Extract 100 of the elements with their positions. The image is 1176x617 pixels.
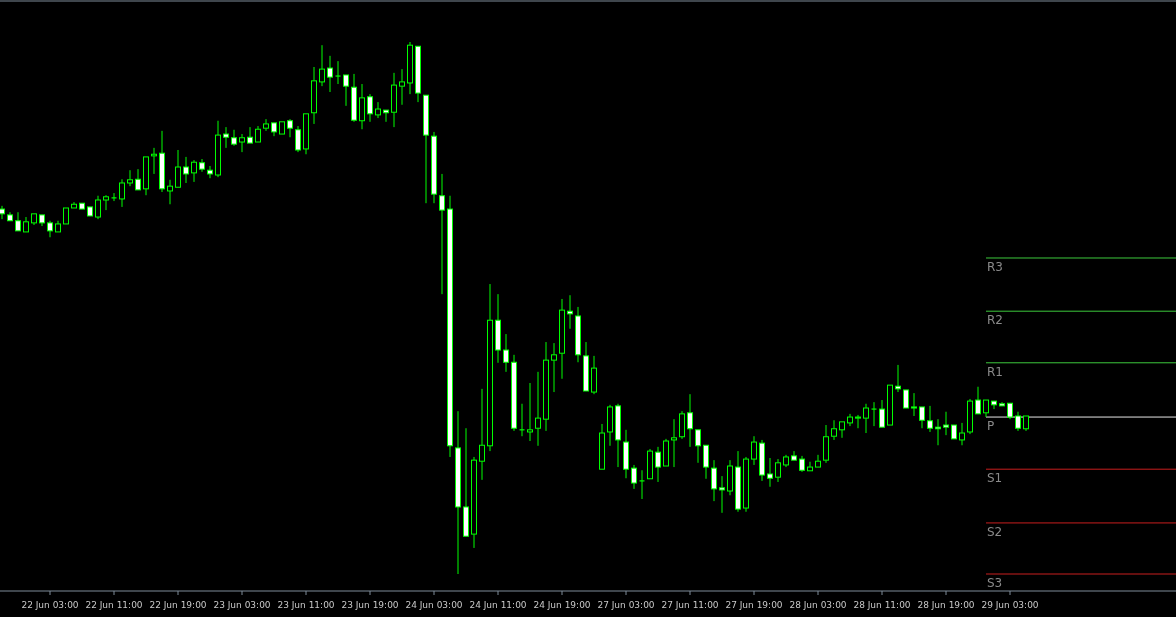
x-tick-label: 23 Jun 19:00	[341, 600, 399, 610]
candlestick	[359, 83, 365, 130]
candlestick	[615, 403, 621, 468]
candlestick	[439, 173, 445, 295]
candlestick	[391, 72, 397, 128]
candlestick	[191, 159, 197, 183]
candlestick	[447, 195, 453, 458]
candlestick	[903, 389, 909, 409]
candlestick	[15, 211, 21, 232]
candlestick	[831, 419, 837, 441]
candlestick	[399, 68, 405, 106]
candlestick	[247, 126, 253, 144]
x-tick-label: 24 Jun 03:00	[405, 600, 463, 610]
candlestick	[7, 211, 13, 222]
candlestick	[327, 55, 333, 93]
candlestick	[487, 283, 493, 452]
candlestick	[31, 213, 37, 226]
candlestick	[543, 341, 549, 432]
candlestick	[167, 179, 173, 205]
candlestick	[895, 364, 901, 393]
candlestick	[287, 118, 293, 138]
candlestick	[135, 168, 141, 191]
candlestick	[1015, 411, 1021, 432]
candlestick	[655, 446, 661, 483]
candlestick	[559, 298, 565, 380]
candlestick	[71, 201, 77, 209]
x-tick-label: 28 Jun 19:00	[917, 600, 975, 610]
x-tick-label: 28 Jun 11:00	[853, 600, 911, 610]
candlestick	[951, 424, 957, 440]
candlestick	[479, 388, 485, 481]
candlestick	[207, 165, 213, 179]
candlestick	[103, 194, 109, 211]
candlestick	[671, 418, 677, 468]
candlestick	[431, 131, 437, 204]
candlestick	[551, 342, 557, 393]
candlestick	[911, 392, 917, 417]
candlestick	[719, 475, 725, 514]
candlestick	[511, 354, 517, 432]
candlestick	[919, 406, 925, 429]
candlestick	[743, 456, 749, 513]
candlestick	[631, 464, 637, 490]
candlestick	[1023, 415, 1029, 432]
candlestick	[711, 459, 717, 502]
candlestick	[583, 341, 589, 392]
candlestick	[663, 438, 669, 467]
candlestick	[687, 393, 693, 448]
candlestick	[879, 399, 885, 428]
ref-line-label: S2	[987, 524, 1003, 539]
candlestick	[959, 422, 965, 446]
candlestick	[999, 401, 1005, 407]
candlestick	[727, 459, 733, 496]
candlestick	[591, 355, 597, 395]
candlestick	[983, 399, 989, 418]
candlestick	[351, 73, 357, 123]
candlestick	[271, 122, 277, 137]
candlestick	[575, 306, 581, 363]
candlestick	[839, 421, 845, 439]
candlestick	[927, 405, 933, 433]
x-tick-label: 29 Jun 03:00	[981, 600, 1039, 610]
x-tick-label: 22 Jun 19:00	[149, 600, 207, 610]
candlestick	[215, 120, 221, 178]
candlestick	[63, 207, 69, 225]
candlestick	[943, 411, 949, 436]
candlestick	[527, 382, 533, 442]
candlestick	[535, 371, 541, 447]
ref-line-label: R1	[987, 364, 1003, 379]
candlestick	[815, 454, 821, 468]
candlestick	[0, 205, 5, 220]
candlestick	[735, 450, 741, 513]
candlestick	[679, 410, 685, 440]
ref-line-label: S1	[987, 471, 1003, 486]
candlestick	[503, 333, 509, 373]
candlestick	[23, 216, 29, 233]
candlestick	[991, 400, 997, 410]
candlestick	[375, 101, 381, 119]
candlestick	[823, 424, 829, 464]
candlestick	[623, 429, 629, 479]
candlestick	[239, 133, 245, 153]
candlestick	[567, 294, 573, 330]
ref-line-label: P	[987, 419, 995, 434]
x-tick-label: 27 Jun 19:00	[725, 600, 783, 610]
candlestick	[39, 214, 45, 227]
candlestick	[695, 429, 701, 464]
x-tick-label: 23 Jun 11:00	[277, 600, 335, 610]
x-tick-label: 24 Jun 19:00	[533, 600, 591, 610]
x-tick-label: 27 Jun 03:00	[597, 600, 655, 610]
ref-line-label: R3	[987, 259, 1003, 274]
candlestick	[855, 414, 861, 429]
candlestick	[599, 423, 605, 470]
candlestick	[767, 457, 773, 488]
ref-line-label: R2	[987, 313, 1003, 328]
candlestick	[847, 413, 853, 427]
candlestick	[311, 66, 317, 125]
candlestick	[647, 448, 653, 480]
candlestick	[367, 93, 373, 123]
candlestick	[471, 456, 477, 549]
candlestick	[303, 113, 309, 155]
x-tick-label: 27 Jun 11:00	[661, 600, 719, 610]
candlestick	[783, 454, 789, 468]
candlestick	[863, 403, 869, 434]
